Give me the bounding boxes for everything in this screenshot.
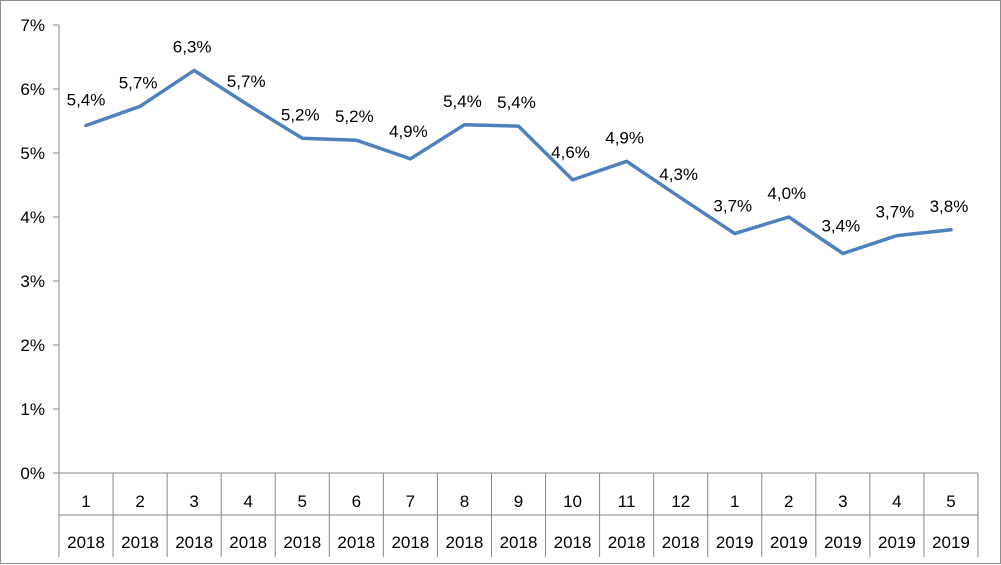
x-axis-category-grid: 1 2018 2 2018 3 2018 4 2018 5 2018 6 2018 7 2018 8 2018… (58, 473, 979, 557)
x-tick-label-year: 2018 (229, 533, 267, 552)
data-point (679, 196, 683, 200)
x-tick-label-year: 2018 (608, 533, 646, 552)
data-point (354, 138, 358, 142)
x-tick-label-year: 2018 (554, 533, 592, 552)
y-tick-label: 1% (20, 400, 45, 419)
x-tick-label-month: 5 (298, 492, 307, 511)
y-tick-label: 5% (20, 144, 45, 163)
x-tick-label-year: 2019 (824, 533, 862, 552)
x-tick-label-year: 2018 (337, 533, 375, 552)
data-label: 4,9% (389, 122, 428, 141)
data-point (462, 123, 466, 127)
x-tick-label-year: 2019 (716, 533, 754, 552)
data-label: 5,2% (335, 107, 374, 126)
x-tick-label-month: 1 (730, 492, 739, 511)
x-tick-label-year: 2018 (500, 533, 538, 552)
data-point (517, 124, 520, 128)
x-tick-label-month: 3 (189, 492, 198, 511)
data-label: 4,6% (551, 143, 590, 162)
data-point (625, 159, 629, 163)
y-tick-label: 6% (20, 80, 45, 99)
x-tick-label-year: 2018 (391, 533, 429, 552)
x-tick-label-month: 7 (406, 492, 415, 511)
data-point (84, 123, 88, 127)
data-label: 5,7% (227, 72, 266, 91)
x-tick-label-month: 4 (892, 492, 901, 511)
x-tick-label-year: 2019 (770, 533, 808, 552)
data-point (192, 68, 196, 72)
x-tick-label-month: 2 (135, 492, 144, 511)
x-tick-label-year: 2018 (175, 533, 213, 552)
y-tick-label: 7% (20, 16, 45, 35)
y-axis-ticks: 0% 1% 2% 3% 4% 5% 6% 7% (20, 16, 59, 483)
data-label: 6,3% (173, 37, 212, 56)
x-tick-label-year: 2018 (446, 533, 484, 552)
data-point (841, 251, 845, 255)
data-point (733, 232, 737, 236)
y-tick-label: 3% (20, 272, 45, 291)
x-tick-label-year: 2019 (878, 533, 916, 552)
x-tick-label-month: 9 (514, 492, 523, 511)
data-label: 5,4% (67, 90, 106, 109)
x-tick-label-month: 2 (784, 492, 793, 511)
x-tick-label-year: 2018 (662, 533, 700, 552)
data-label: 4,9% (605, 128, 644, 147)
data-label: 4,3% (659, 165, 698, 184)
x-tick-label-year: 2019 (932, 533, 970, 552)
series-group (84, 68, 953, 256)
x-tick-label-month: 3 (838, 492, 847, 511)
data-label: 3,8% (930, 197, 969, 216)
x-tick-label-month: 5 (946, 492, 955, 511)
x-tick-label-year: 2018 (283, 533, 321, 552)
data-point (571, 178, 575, 182)
axes (53, 25, 978, 474)
data-point (408, 157, 412, 161)
data-point (300, 136, 304, 140)
data-label: 5,4% (443, 92, 482, 111)
data-label: 5,4% (497, 93, 536, 112)
x-tick-label-month: 8 (460, 492, 469, 511)
data-label: 5,7% (119, 73, 158, 92)
x-tick-label-month: 11 (618, 492, 636, 511)
x-tick-label-month: 10 (563, 492, 582, 511)
x-tick-label-month: 6 (352, 492, 361, 511)
y-tick-label: 2% (20, 336, 45, 355)
data-label: 4,0% (767, 184, 806, 203)
y-tick-label: 0% (20, 464, 45, 483)
data-point (787, 215, 791, 219)
x-tick-label-year: 2018 (121, 533, 159, 552)
data-label: 3,7% (876, 203, 915, 222)
x-tick-label-month: 1 (81, 492, 90, 511)
data-label: 5,2% (281, 105, 320, 124)
data-point (895, 234, 899, 238)
data-point (246, 103, 250, 107)
data-point (949, 228, 953, 232)
data-label: 3,7% (713, 197, 752, 216)
y-tick-label: 4% (20, 208, 45, 227)
data-labels: 5,4% 5,7% 6,3% 5,7% 5,2% 5,2% 4,9% 5,4% 5,4% 4,6%… (67, 37, 969, 235)
x-tick-label-year: 2018 (67, 533, 105, 552)
data-label: 3,4% (821, 216, 860, 235)
data-point (138, 104, 142, 108)
x-tick-label-month: 4 (243, 492, 252, 511)
x-tick-label-month: 12 (671, 492, 690, 511)
